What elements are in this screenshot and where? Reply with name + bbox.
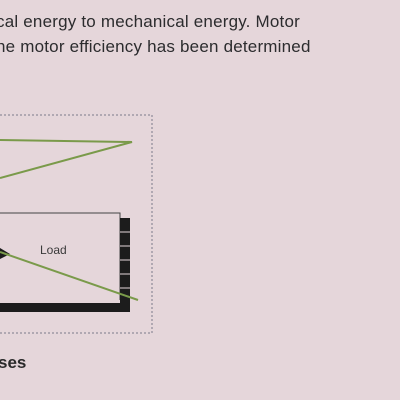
- dashed-figure-border: [0, 114, 153, 334]
- load-frame-bar-ticks: [120, 231, 130, 289]
- figure-caption: ses: [0, 353, 27, 372]
- load-frame-right-bar: [120, 218, 130, 312]
- body-text-line-2: he motor efficiency has been determined: [0, 37, 311, 56]
- green-diagonal-line: [0, 251, 139, 301]
- load-frame-bottom-bar: [0, 303, 130, 312]
- load-label: Load: [40, 243, 67, 257]
- green-zigzag-line: [0, 139, 133, 179]
- body-text-line-1: cal energy to mechanical energy. Motor: [0, 12, 300, 31]
